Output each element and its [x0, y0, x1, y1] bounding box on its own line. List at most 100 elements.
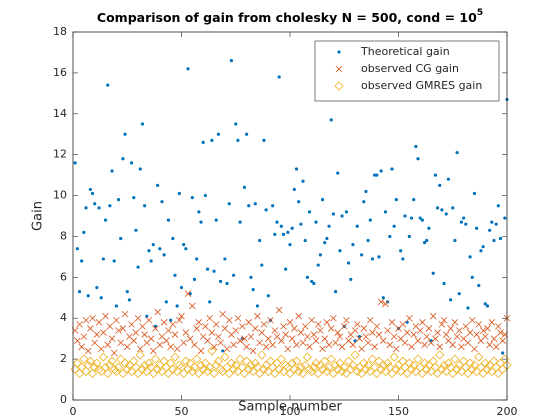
- x-marker: [76, 321, 83, 328]
- point-marker: [156, 183, 160, 187]
- x-marker: [115, 327, 122, 334]
- x-marker: [108, 335, 116, 342]
- diamond-marker: [326, 354, 336, 364]
- point-marker: [188, 292, 192, 296]
- point-marker: [93, 202, 97, 206]
- diamond-marker: [81, 366, 91, 376]
- x-marker: [269, 341, 276, 349]
- point-marker: [355, 224, 359, 228]
- x-marker: [208, 329, 216, 336]
- point-marker: [453, 238, 457, 243]
- diamond-marker: [207, 346, 217, 356]
- x-marker: [145, 316, 153, 324]
- x-marker: [189, 302, 196, 310]
- x-marker: [280, 323, 287, 330]
- point-marker: [190, 196, 194, 200]
- x-marker: [123, 343, 131, 351]
- x-marker: [304, 333, 311, 340]
- diamond-marker: [367, 354, 378, 364]
- diamond-marker: [450, 354, 460, 364]
- x-marker: [325, 341, 333, 349]
- diamond-marker: [276, 354, 286, 364]
- x-marker: [356, 335, 363, 342]
- point-marker: [138, 167, 142, 171]
- x-marker: [432, 335, 439, 342]
- x-marker: [221, 325, 229, 332]
- point-marker: [494, 222, 498, 226]
- legend-box: [314, 40, 500, 102]
- x-marker: [401, 339, 409, 347]
- x-marker: [479, 327, 487, 334]
- point-marker: [383, 210, 388, 214]
- point-marker: [110, 169, 114, 173]
- x-marker: [349, 341, 357, 349]
- point-marker: [446, 177, 451, 181]
- x-marker: [256, 339, 263, 347]
- point-marker: [286, 230, 290, 234]
- point-marker: [179, 285, 184, 290]
- x-marker: [104, 341, 112, 349]
- x-marker: [254, 312, 261, 320]
- diamond-marker: [413, 354, 423, 364]
- x-marker: [364, 339, 372, 347]
- x-marker: [160, 319, 168, 326]
- x-marker: [419, 319, 426, 326]
- point-marker: [97, 206, 101, 210]
- point-marker: [455, 151, 459, 155]
- point-marker: [331, 212, 335, 216]
- diamond-marker: [435, 350, 445, 360]
- diamond-marker: [348, 360, 358, 370]
- x-marker: [314, 321, 322, 328]
- x-marker: [141, 331, 148, 338]
- diamond-marker: [90, 362, 100, 372]
- point-marker: [394, 198, 398, 202]
- point-marker: [184, 247, 188, 251]
- point-marker: [425, 238, 429, 243]
- y-tick-label: 4: [60, 311, 67, 324]
- x-marker: [93, 331, 101, 338]
- point-marker: [427, 226, 431, 230]
- x-marker: [132, 329, 140, 336]
- x-marker: [260, 321, 268, 328]
- point-marker: [205, 267, 210, 271]
- x-marker: [134, 314, 142, 322]
- point-marker: [472, 191, 477, 196]
- x-marker: [275, 306, 283, 314]
- legend-marker: [334, 81, 344, 91]
- x-marker: [210, 343, 218, 351]
- diamond-marker: [361, 364, 371, 374]
- point-marker: [84, 206, 88, 210]
- point-marker: [229, 59, 234, 63]
- diamond-marker: [474, 352, 484, 362]
- x-marker: [440, 316, 448, 324]
- x-marker: [243, 343, 250, 351]
- point-marker: [145, 314, 149, 318]
- x-marker: [113, 316, 120, 324]
- diamond-marker: [87, 368, 98, 378]
- point-marker: [451, 206, 455, 210]
- diamond-marker: [422, 364, 432, 374]
- point-marker: [290, 226, 294, 230]
- x-marker: [458, 343, 465, 351]
- x-tick-label: 100: [280, 405, 301, 418]
- point-marker: [349, 277, 353, 281]
- x-marker: [380, 337, 387, 344]
- x-marker: [492, 343, 500, 351]
- x-marker: [197, 347, 205, 355]
- point-marker: [169, 318, 173, 322]
- x-marker: [195, 319, 203, 326]
- point-marker: [307, 210, 312, 214]
- x-marker: [212, 321, 220, 328]
- diamond-marker: [298, 368, 308, 378]
- x-marker: [447, 325, 454, 332]
- x-marker: [343, 316, 350, 324]
- point-marker: [407, 234, 411, 239]
- x-tick-label: 0: [70, 405, 77, 418]
- point-marker: [208, 300, 212, 304]
- diamond-marker: [274, 364, 284, 374]
- series: [71, 290, 511, 357]
- y-tick-label: 12: [53, 148, 67, 161]
- x-axis-label: Sample number: [238, 400, 342, 415]
- x-marker: [321, 335, 329, 342]
- x-marker: [490, 335, 498, 342]
